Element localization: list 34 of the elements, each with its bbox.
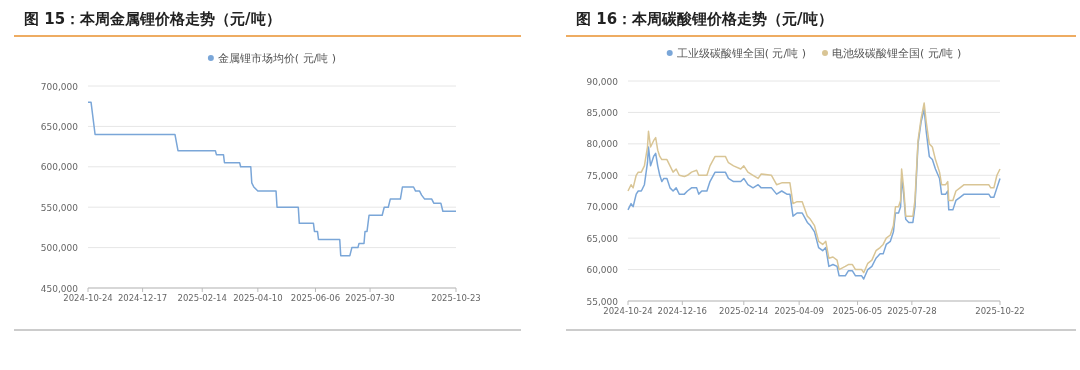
x-tick-label: 2025-10-23 [431,293,481,303]
x-tick-label: 2025-07-30 [345,293,395,303]
y-tick-label: 550,000 [40,202,79,213]
y-tick-label: 600,000 [40,162,79,173]
x-tick-label: 2025-04-10 [233,293,283,303]
line-series [87,101,457,257]
y-tick-label: 450,000 [40,283,79,294]
x-tick-label: 2024-12-16 [657,306,708,316]
chart-title: 图 15：本周金属锂价格走势（元/吨） [24,10,281,28]
y-tick-label: 65,000 [586,233,619,244]
x-tick-label: 2024-10-24 [603,306,653,316]
x-tick-label: 2025-06-06 [290,293,341,303]
x-tick-label: 2025-07-28 [887,306,937,316]
legend-label: 工业级碳酸锂全国( 元/吨 ) [676,47,806,60]
y-tick-label: 500,000 [40,243,79,254]
x-tick-label: 2024-12-17 [117,293,168,303]
x-tick-label: 2025-02-14 [177,293,227,303]
y-tick-label: 60,000 [586,265,619,276]
y-tick-label: 85,000 [586,107,619,118]
y-tick-label: 650,000 [40,121,79,132]
y-tick-label: 75,000 [586,170,619,181]
x-tick-label: 2025-04-09 [774,306,824,316]
x-tick-label: 2024-10-24 [63,293,113,303]
y-tick-label: 700,000 [40,81,79,92]
y-tick-label: 70,000 [586,202,619,213]
y-tick-label: 55,000 [586,296,619,307]
x-tick-label: 2025-02-14 [719,306,769,316]
legend-label: 金属锂市场均价( 元/吨 ) [217,52,337,65]
x-tick-label: 2025-10-22 [975,306,1025,316]
y-tick-label: 90,000 [586,76,619,87]
chart-title: 图 16：本周碳酸锂价格走势（元/吨） [576,10,833,28]
legend-label: 电池级碳酸锂全国( 元/吨 ) [832,47,962,60]
y-tick-label: 80,000 [586,139,619,150]
x-tick-label: 2025-06-05 [832,306,883,316]
